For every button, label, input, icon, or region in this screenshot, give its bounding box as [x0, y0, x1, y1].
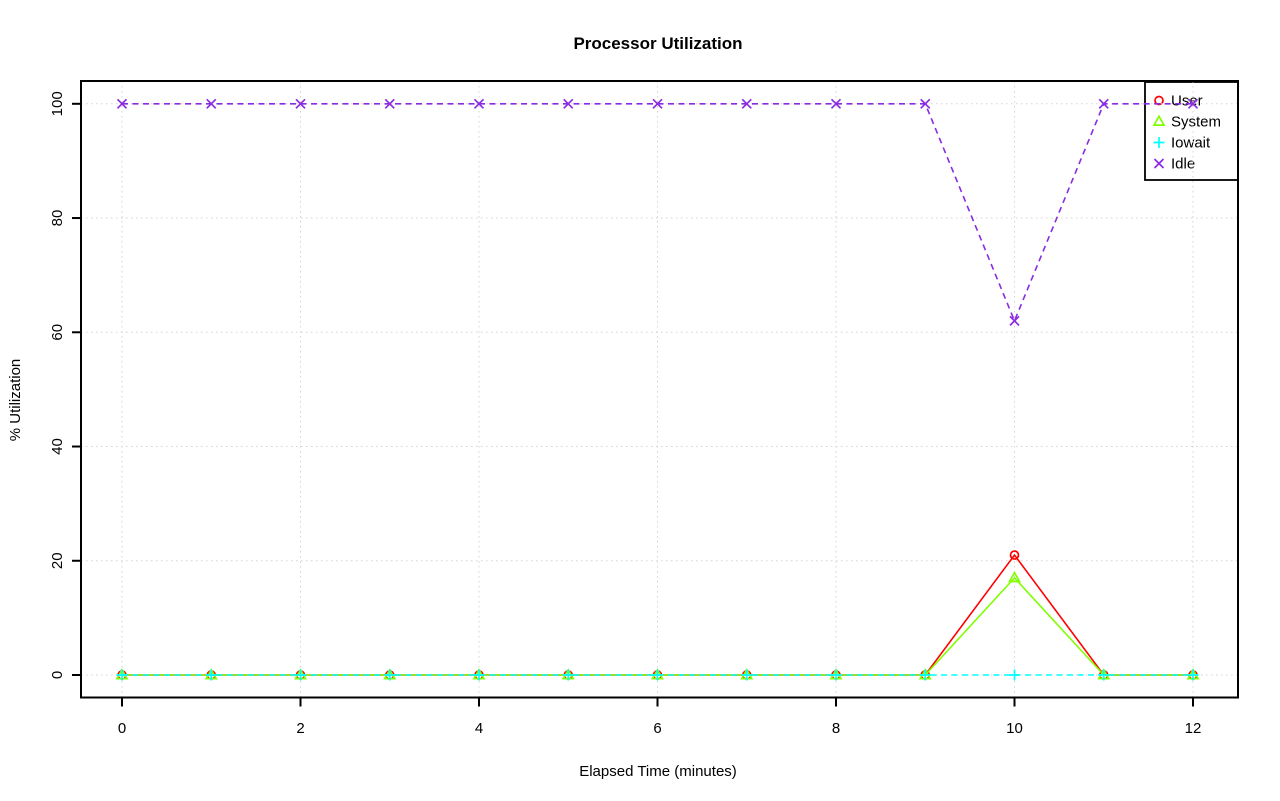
- legend-label-system: System: [1171, 114, 1221, 131]
- legend: User System Iowait Idle: [1144, 81, 1239, 181]
- x-tick-label: 2: [296, 720, 304, 737]
- data-point-circle-icon: [1009, 550, 1020, 560]
- data-point-x-icon: [206, 98, 217, 109]
- data-point-x-icon: [652, 98, 663, 109]
- data-point-x-icon: [1009, 315, 1020, 326]
- data-point-x-icon: [563, 98, 574, 109]
- data-point-x-icon: [384, 98, 395, 109]
- data-point-x-icon: [295, 98, 306, 109]
- x-tick-label: 6: [653, 720, 661, 737]
- series-markers-user: [117, 550, 1198, 680]
- chart-title: Processor Utilization: [573, 34, 742, 53]
- plot-border: [80, 80, 1239, 699]
- data-point-plus-icon: [830, 669, 842, 681]
- data-point-plus-icon: [295, 669, 306, 681]
- x-tick-label: 0: [118, 720, 126, 737]
- legend-plus-icon: [1153, 137, 1165, 148]
- legend-triangle-icon: [1152, 114, 1166, 126]
- x-tick-label: 8: [832, 720, 840, 737]
- y-tick-label: 100: [49, 91, 66, 116]
- data-series: [115, 98, 1200, 681]
- data-point-plus-icon: [1187, 669, 1199, 681]
- data-point-x-icon: [741, 98, 752, 109]
- y-tick-label: 80: [49, 210, 66, 227]
- data-point-plus-icon: [116, 669, 128, 681]
- data-point-plus-icon: [652, 669, 663, 681]
- y-axis-label: % Utilization: [7, 359, 24, 442]
- data-point-x-icon: [830, 98, 842, 109]
- legend-item-idle: Idle: [1153, 156, 1195, 173]
- legend-x-icon: [1153, 158, 1165, 169]
- legend-label-user: User: [1171, 93, 1203, 110]
- data-point-plus-icon: [473, 669, 485, 681]
- legend-item-system: System: [1152, 114, 1221, 131]
- legend-label-idle: Idle: [1171, 156, 1195, 173]
- data-point-x-icon: [116, 98, 128, 109]
- y-tick-label: 60: [49, 324, 66, 341]
- data-point-plus-icon: [1009, 669, 1020, 681]
- legend-item-iowait: Iowait: [1153, 135, 1211, 152]
- legend-label-iowait: Iowait: [1171, 135, 1211, 152]
- data-point-plus-icon: [919, 669, 931, 681]
- y-tick-label: 20: [49, 552, 66, 569]
- data-point-x-icon: [1187, 98, 1199, 109]
- legend-box: [1144, 81, 1239, 181]
- data-point-plus-icon: [384, 669, 396, 681]
- series-markers-iowait: [116, 669, 1199, 681]
- y-tick-label: 40: [49, 438, 66, 455]
- data-point-x-icon: [920, 98, 931, 109]
- y-tick-label: 0: [49, 671, 66, 679]
- x-tick-label: 12: [1185, 720, 1202, 737]
- gridlines: [81, 81, 1238, 698]
- series-markers-system: [115, 570, 1200, 680]
- x-tick-label: 4: [475, 720, 483, 737]
- data-point-plus-icon: [562, 669, 574, 681]
- axis-ticks: 0 2 4 6 8 10 12 0 20 40 60 80 100: [49, 91, 1201, 737]
- series-markers-idle: [116, 98, 1199, 326]
- data-point-plus-icon: [205, 669, 217, 681]
- x-tick-label: 10: [1006, 720, 1023, 737]
- data-point-plus-icon: [1098, 669, 1110, 681]
- data-point-plus-icon: [741, 669, 753, 681]
- data-point-x-icon: [473, 98, 485, 109]
- data-point-x-icon: [1098, 98, 1109, 109]
- x-axis-label: Elapsed Time (minutes): [579, 763, 737, 780]
- data-point-triangle-icon: [1008, 570, 1021, 583]
